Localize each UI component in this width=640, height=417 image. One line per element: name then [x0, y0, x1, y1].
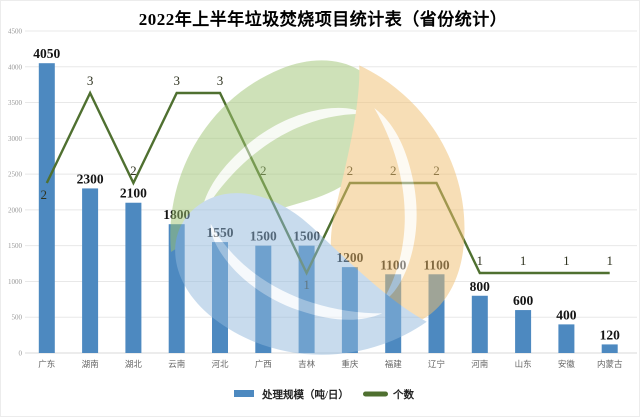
line-value-label: 3: [173, 73, 180, 88]
leaf-shape: [330, 65, 465, 327]
x-axis-tick-label: 广东: [38, 359, 55, 369]
eco-leaves-watermark-icon: [170, 60, 465, 355]
x-axis-tick-label: 广西: [255, 359, 272, 369]
bar-value-label: 4050: [33, 46, 60, 61]
legend-line-swatch: [363, 391, 388, 397]
x-axis-tick-label: 辽宁: [428, 359, 445, 369]
x-axis-tick-label: 湖南: [82, 359, 99, 369]
bar-湖北: [125, 202, 142, 353]
bar-value-label: 400: [556, 307, 577, 322]
x-axis-tick-label: 内蒙古: [597, 359, 623, 369]
bar-value-label: 2300: [77, 171, 104, 186]
x-axis-tick-label: 山东: [515, 359, 532, 369]
legend: 处理规模（吨/日） 个数: [234, 388, 414, 401]
line-path: [45, 90, 610, 276]
watermark-leaf-orange: [330, 65, 465, 327]
leaf-vein: [200, 107, 364, 218]
y-axis-tick-label: 0: [19, 350, 23, 358]
line-value-label: 1: [520, 253, 527, 268]
y-axis-tick-label: 3000: [8, 135, 23, 143]
x-axis-tick-label: 河南: [471, 359, 488, 369]
x-axis-tick-label: 吉林: [298, 359, 316, 369]
x-axis-tick-label: 湖北: [125, 359, 143, 369]
y-axis-labels: 4500 4000 3500 3000 2500 2000 1500 1000 500 0: [8, 28, 23, 358]
y-axis-tick-label: 4000: [8, 63, 23, 71]
y-axis-tick-label: 4500: [8, 28, 23, 36]
y-axis-tick-label: 2500: [8, 171, 23, 179]
bar-安徽: [558, 324, 575, 353]
x-axis-tick-label: 云南: [168, 359, 185, 369]
line-value-label: 1: [563, 253, 570, 268]
leaf-vein: [210, 223, 383, 320]
line-value-label: 2: [130, 163, 137, 178]
chart-title: 2022年上半年垃圾焚烧项目统计表（省份统计）: [139, 9, 508, 29]
legend-bar-swatch: [234, 390, 254, 397]
y-axis-tick-label: 3500: [8, 99, 23, 107]
bar-湖南: [82, 188, 99, 353]
x-axis-tick-label: 福建: [385, 359, 403, 369]
bar-山东: [515, 310, 532, 353]
line-value-label: 3: [87, 73, 94, 88]
leaf-vein: [374, 108, 417, 302]
y-axis-tick-label: 1000: [8, 278, 23, 286]
line-series: [45, 90, 610, 276]
line-value-label: 2: [41, 187, 48, 202]
x-axis-labels: 广东 湖南 湖北 云南 河北 广西 吉林 重庆 福建 辽宁 河南 山东 安徽 内蒙古: [38, 359, 623, 369]
bar-value-label: 800: [470, 279, 491, 294]
y-axis-tick-label: 500: [12, 314, 23, 322]
x-axis-tick-label: 重庆: [341, 359, 359, 369]
watermark-leaf-blue: [175, 193, 427, 355]
bar-value-label: 120: [600, 327, 621, 342]
y-axis-tick-label: 2000: [8, 206, 23, 214]
line-value-label: 1: [477, 253, 484, 268]
x-axis-tick-label: 安徽: [558, 359, 576, 369]
bar-value-label: 2100: [120, 186, 147, 201]
legend-line-label: 个数: [392, 388, 414, 401]
x-axis-tick-label: 河北: [211, 359, 229, 369]
y-axis-tick-label: 1500: [8, 242, 23, 250]
leaf-shape: [175, 193, 427, 355]
bar-value-label: 600: [513, 293, 534, 308]
line-value-label: 3: [217, 73, 224, 88]
line-value-label: 1: [606, 253, 613, 268]
legend-bar-label: 处理规模（吨/日）: [261, 388, 349, 401]
bar-广东: [38, 63, 55, 353]
bar-河南: [471, 295, 488, 353]
bar-内蒙古: [601, 344, 618, 353]
